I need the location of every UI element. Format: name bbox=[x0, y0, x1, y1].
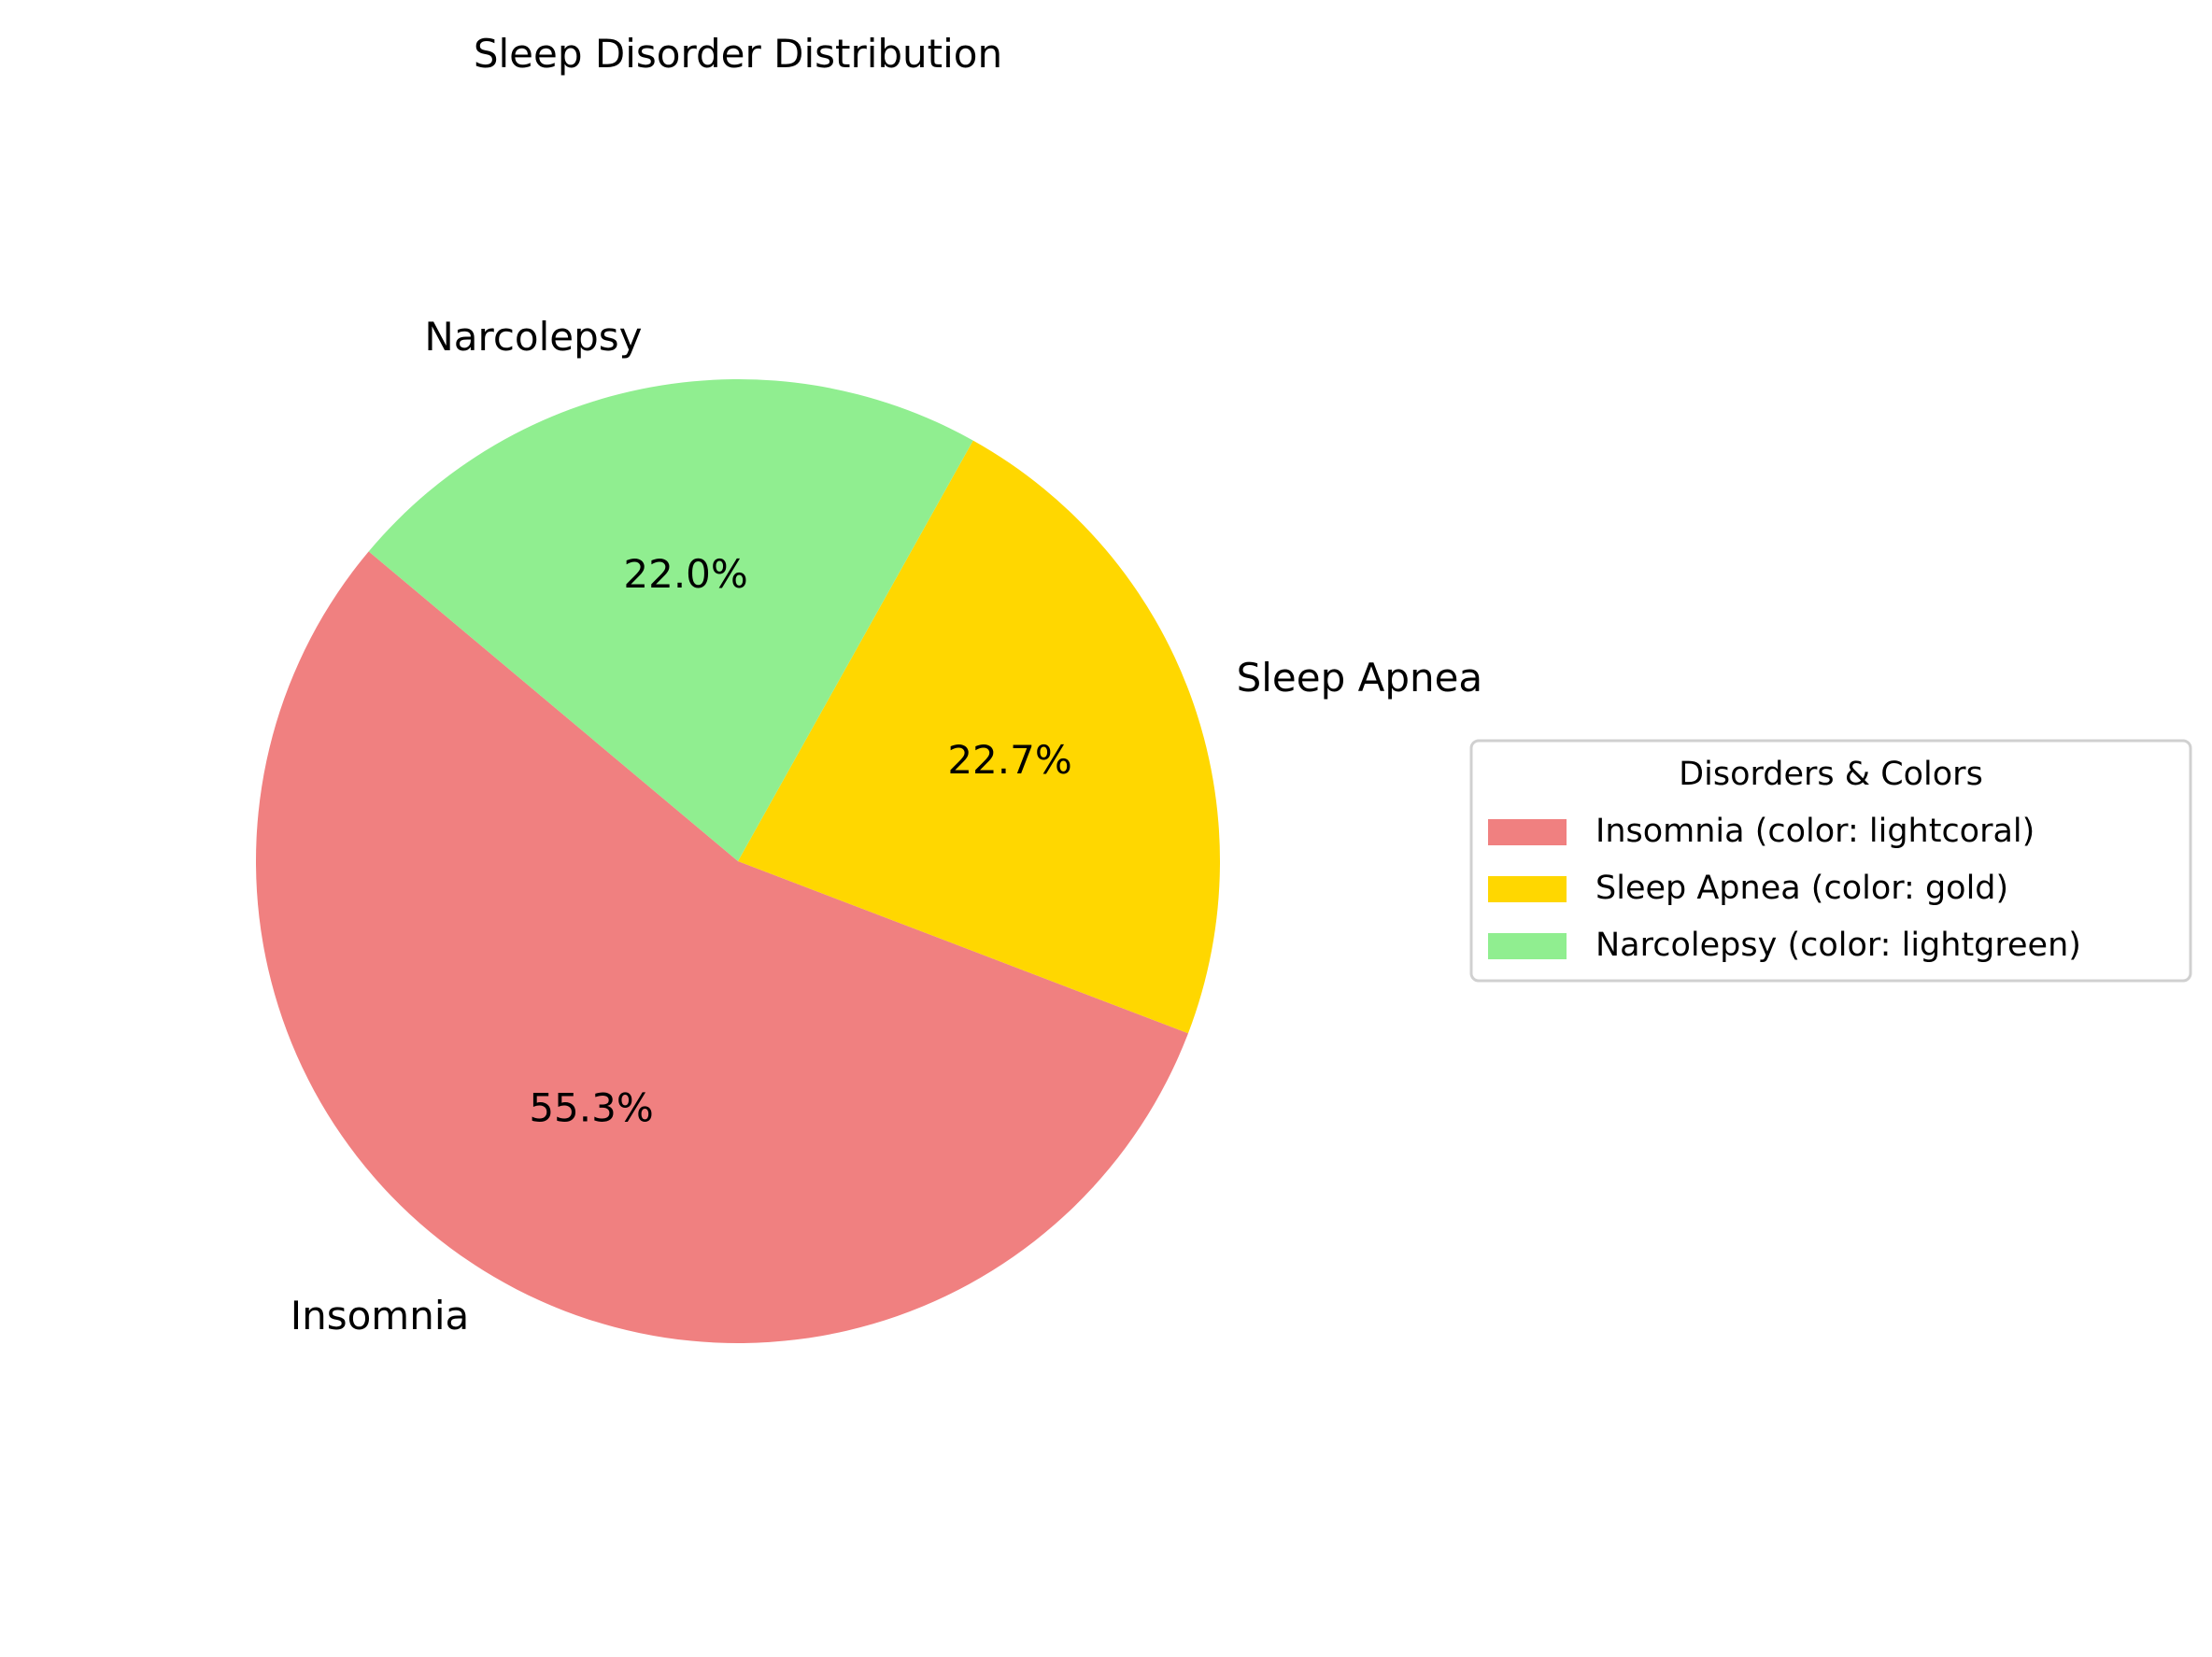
slice-percent-sleep-apnea: 22.7% bbox=[947, 737, 1071, 783]
legend-title: Disorders & Colors bbox=[1679, 756, 1983, 793]
pie-slice-narcolepsy bbox=[368, 379, 973, 862]
legend-swatch-sleep-apnea bbox=[1488, 876, 1567, 902]
pie-labels: Insomnia 55.3% Sleep Apnea 22.7% Narcolepsy 2… bbox=[291, 314, 1482, 1338]
legend-entry-insomnia: Insomnia (color: lightcoral) bbox=[1595, 813, 2035, 850]
chart-title: Sleep Disorder Distribution bbox=[474, 31, 1002, 77]
pie-slice-insomnia bbox=[255, 551, 1188, 1344]
legend-entry-sleep-apnea: Sleep Apnea (color: gold) bbox=[1595, 870, 2008, 907]
legend-swatch-narcolepsy bbox=[1488, 933, 1567, 959]
slice-label-sleep-apnea: Sleep Apnea bbox=[1237, 655, 1483, 701]
slice-label-insomnia: Insomnia bbox=[291, 1293, 470, 1338]
legend: Disorders & Colors Insomnia (color: light… bbox=[1469, 739, 2192, 983]
legend-frame bbox=[1469, 739, 2192, 983]
slice-label-narcolepsy: Narcolepsy bbox=[424, 314, 642, 360]
legend-swatch-insomnia bbox=[1488, 819, 1567, 845]
slice-percent-insomnia: 55.3% bbox=[529, 1084, 653, 1130]
pie-slice-sleep-apnea bbox=[738, 440, 1221, 1034]
legend-entry-narcolepsy: Narcolepsy (color: lightgreen) bbox=[1595, 927, 2081, 964]
slice-percent-narcolepsy: 22.0% bbox=[623, 551, 747, 597]
pie-slices bbox=[255, 379, 1221, 1344]
